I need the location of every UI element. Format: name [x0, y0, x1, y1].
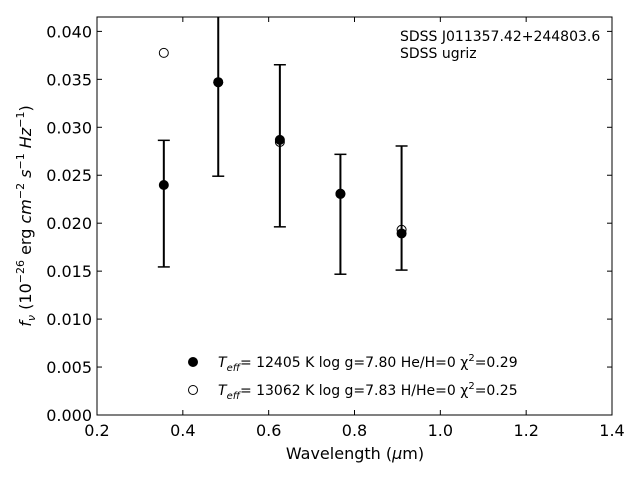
y-tick-label: 0.010	[46, 310, 92, 329]
x-tick-label: 0.4	[170, 421, 195, 440]
y-tick-label: 0.030	[46, 118, 92, 137]
y-tick-label: 0.040	[46, 22, 92, 41]
x-tick-label: 1.2	[513, 421, 538, 440]
legend-marker-filled	[188, 357, 198, 367]
model-point-open	[335, 188, 346, 199]
y-tick-label: 0.025	[46, 166, 92, 185]
x-tick-label: 1.0	[428, 421, 453, 440]
y-tick-label: 0.005	[46, 358, 92, 377]
error-bars	[157, 17, 408, 275]
legend: Teff= 12405 K log g=7.80 He/H=0 χ2=0.29 …	[188, 353, 518, 402]
data-markers	[158, 47, 407, 239]
x-axis-label: Wavelength (μm)	[286, 444, 424, 463]
filter-annotation: SDSS ugriz	[400, 46, 477, 62]
y-tick-label: 0.035	[46, 70, 92, 89]
x-tick-label: 1.4	[599, 421, 624, 440]
model-point-open	[396, 224, 407, 235]
y-axis-label: fν (10−26 erg cm−2 s−1 Hz−1)	[14, 105, 38, 326]
legend-entry-2: Teff= 13062 K log g=7.83 H/He=0 χ2=0.25	[218, 381, 518, 402]
x-tick-label: 0.6	[256, 421, 281, 440]
model-point-open	[213, 77, 224, 88]
y-tick-label: 0.020	[46, 214, 92, 233]
x-tick-label: 0.2	[84, 421, 109, 440]
target-annotation: SDSS J011357.42+244803.6	[400, 29, 600, 45]
y-tick-label: 0.000	[46, 406, 92, 425]
legend-entry-1: Teff= 12405 K log g=7.80 He/H=0 χ2=0.29	[218, 353, 518, 374]
model-point-open	[274, 136, 285, 147]
model-point-filled	[158, 180, 169, 191]
tick-labels: 0.2 0.4 0.6 0.8 1.0 1.2 1.4 0.000 0.005 0.010 0.01…	[46, 22, 625, 440]
model-point-filled	[396, 228, 407, 239]
x-tick-label: 0.8	[342, 421, 367, 440]
plot-frame	[96, 16, 613, 416]
legend-marker-open	[188, 385, 198, 395]
y-tick-label: 0.015	[46, 262, 92, 281]
model-point-open	[158, 47, 169, 58]
model-point-filled	[274, 134, 285, 145]
